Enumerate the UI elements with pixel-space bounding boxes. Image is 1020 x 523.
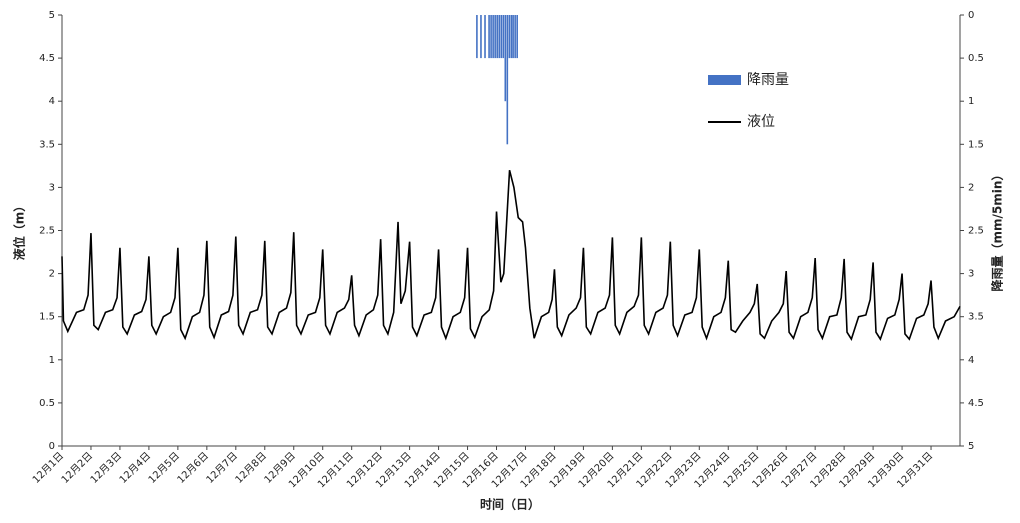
rain-bar xyxy=(510,15,513,59)
y2-axis-title: 降雨量（mm/5min） xyxy=(990,169,1005,292)
y-tick-label: 3.5 xyxy=(39,139,55,150)
rain-bar xyxy=(484,15,486,59)
y2-tick-label: 0.5 xyxy=(968,53,984,64)
y2-tick-label: 4 xyxy=(968,355,974,366)
rain-bar xyxy=(490,15,492,59)
rain-bar xyxy=(476,15,478,59)
y2-tick-label: 5 xyxy=(968,441,974,452)
rain-bar xyxy=(500,15,503,59)
y-tick-label: 2.5 xyxy=(39,226,55,237)
rain-bar xyxy=(496,15,498,59)
level-line xyxy=(61,169,961,341)
y2-tick-label: 3 xyxy=(968,269,974,280)
rain-bar xyxy=(514,15,516,59)
rain-bar xyxy=(480,15,482,59)
rain-bar xyxy=(498,15,501,59)
y2-tick-label: 4.5 xyxy=(968,398,984,409)
y2-tick-label: 3.5 xyxy=(968,312,984,323)
legend-swatch xyxy=(708,75,741,85)
y-tick-label: 3 xyxy=(49,182,55,193)
rain-bar xyxy=(506,15,509,145)
y-axis-title: 液位（m） xyxy=(12,200,27,261)
y-tick-label: 4.5 xyxy=(39,53,55,64)
y2-tick-label: 1.5 xyxy=(968,139,984,150)
rain-bar xyxy=(502,15,505,59)
y-tick-label: 2 xyxy=(49,269,55,280)
rain-bar xyxy=(512,15,514,59)
y-tick-label: 1.5 xyxy=(39,312,55,323)
y-tick-label: 0 xyxy=(49,441,55,452)
y2-tick-label: 1 xyxy=(968,96,974,107)
rain-bar xyxy=(488,15,490,59)
rain-bar xyxy=(494,15,496,59)
rain-bar xyxy=(508,15,511,59)
legend-label: 降雨量 xyxy=(747,72,789,88)
rain-bar xyxy=(492,15,494,59)
rain-bar xyxy=(504,15,507,102)
x-axis-title: 时间（日） xyxy=(480,497,540,512)
y-tick-label: 5 xyxy=(49,10,55,21)
y2-tick-label: 2.5 xyxy=(968,226,984,237)
legend-label: 液位 xyxy=(747,114,775,130)
y-tick-label: 4 xyxy=(49,96,55,107)
rain-bar xyxy=(516,15,518,59)
y2-tick-label: 2 xyxy=(968,182,974,193)
y2-tick-label: 0 xyxy=(968,10,974,21)
y-tick-label: 0.5 xyxy=(39,398,55,409)
y-tick-label: 1 xyxy=(49,355,55,366)
